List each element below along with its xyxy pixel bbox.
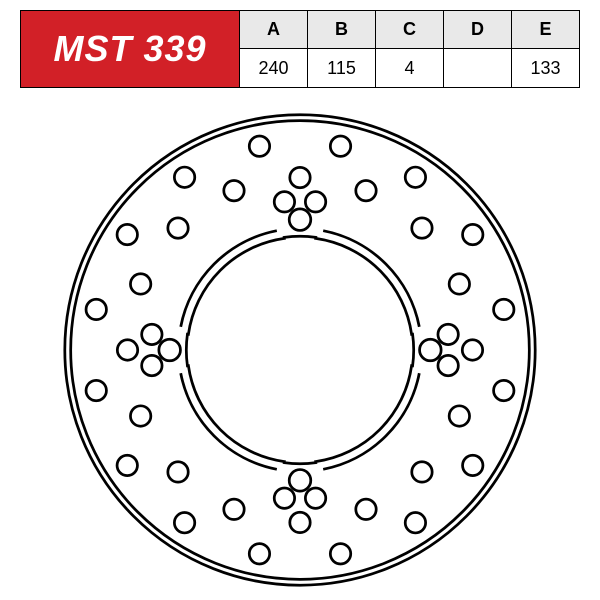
col-e-value: 133 <box>512 49 580 88</box>
part-number-badge: MST 339 <box>20 10 240 88</box>
col-d-header: D <box>444 10 512 49</box>
col-c-value: 4 <box>376 49 444 88</box>
col-c-header: C <box>376 10 444 49</box>
col-b-header: B <box>308 10 376 49</box>
spec-header-row: A B C D E <box>240 10 580 49</box>
col-a-header: A <box>240 10 308 49</box>
col-e-header: E <box>512 10 580 49</box>
brake-disc-diagram <box>55 105 545 595</box>
spec-value-row: 240 115 4 133 <box>240 49 580 88</box>
col-a-value: 240 <box>240 49 308 88</box>
col-b-value: 115 <box>308 49 376 88</box>
col-d-value <box>444 49 512 88</box>
